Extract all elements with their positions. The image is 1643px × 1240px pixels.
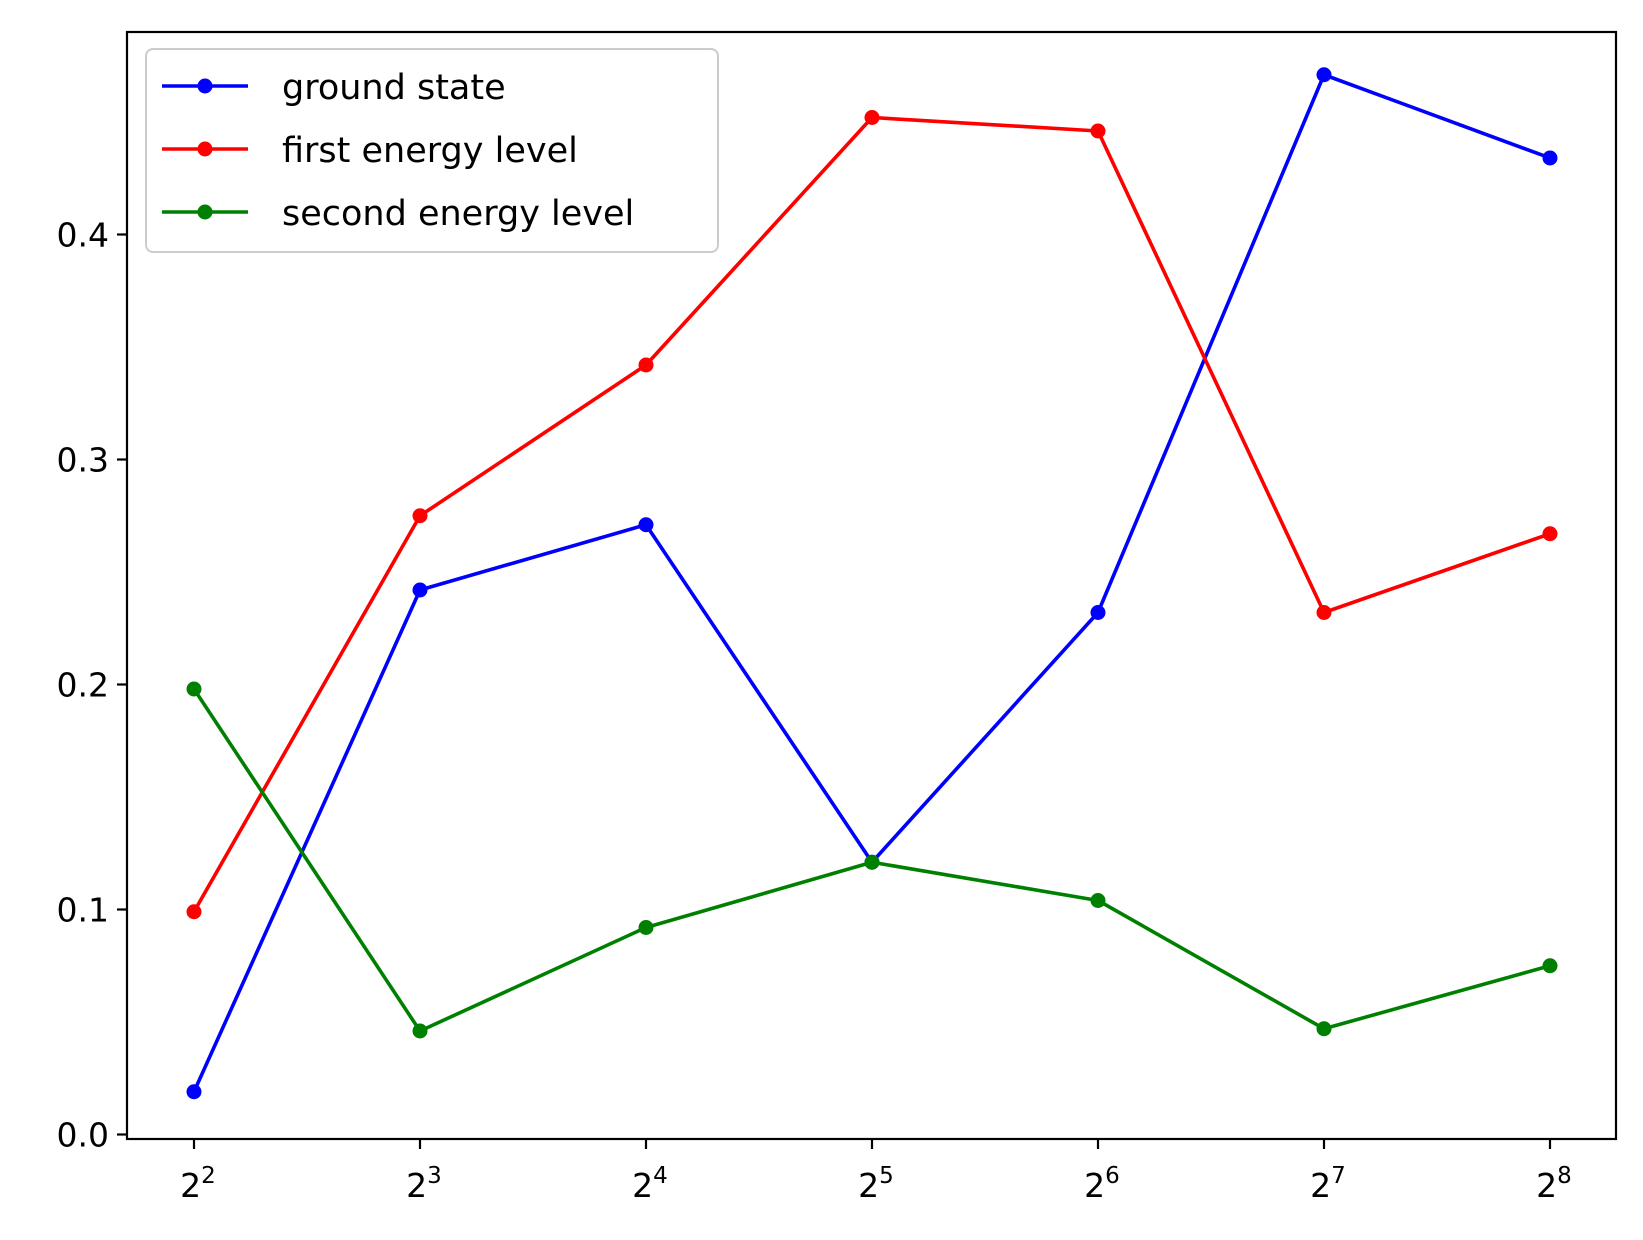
x-tick-label: 24 xyxy=(632,1163,668,1205)
x-tick-label: 23 xyxy=(406,1163,442,1205)
legend: ground state first energy level second ene… xyxy=(145,48,719,253)
legend-entry-1: ground state xyxy=(162,68,506,108)
x-tick-label: 28 xyxy=(1536,1163,1572,1205)
y-tick-label: 0.2 xyxy=(57,666,109,705)
series-3 xyxy=(186,681,1558,1039)
x-tick-label: 26 xyxy=(1084,1163,1120,1205)
data-point xyxy=(1090,605,1106,620)
y-tick-label: 0.1 xyxy=(57,891,109,930)
y-tick-label: 0.0 xyxy=(57,1116,109,1155)
data-point xyxy=(1090,893,1106,908)
data-point xyxy=(864,854,880,870)
data-point xyxy=(1316,605,1332,620)
data-point xyxy=(638,357,654,373)
data-point xyxy=(186,1084,202,1100)
legend-entry-2: first energy level xyxy=(162,131,578,171)
legend-marker xyxy=(197,141,213,157)
data-point xyxy=(638,920,654,935)
legend-label: first energy level xyxy=(282,131,578,171)
x-tick-label: 22 xyxy=(180,1163,216,1205)
legend-marker xyxy=(197,78,213,94)
data-point xyxy=(412,1023,428,1039)
data-point xyxy=(1316,1021,1332,1037)
legend-marker xyxy=(197,204,213,220)
data-point xyxy=(1542,526,1558,542)
data-point xyxy=(1542,958,1558,974)
data-point xyxy=(1090,123,1106,139)
x-tick-label: 27 xyxy=(1310,1163,1346,1205)
plot-area xyxy=(186,67,1558,1100)
legend-box xyxy=(145,48,719,253)
data-point xyxy=(186,904,202,920)
legend-entry-3: second energy level xyxy=(162,194,634,234)
data-point xyxy=(1542,150,1558,166)
data-point xyxy=(864,110,880,125)
y-tick-label: 0.4 xyxy=(57,216,109,255)
data-point xyxy=(1316,67,1332,83)
x-tick-label: 25 xyxy=(858,1163,894,1205)
data-point xyxy=(638,517,654,533)
data-point xyxy=(186,681,202,697)
data-point xyxy=(412,508,428,524)
y-tick-label: 0.3 xyxy=(57,441,109,480)
axes: 0.0 0.1 0.2 0.3 0.4 22 23 24 25 26 27 28 xyxy=(57,30,1618,1205)
legend-label: ground state xyxy=(282,68,506,108)
data-point xyxy=(412,582,428,598)
legend-label: second energy level xyxy=(282,194,634,234)
series-2 xyxy=(186,110,1558,920)
